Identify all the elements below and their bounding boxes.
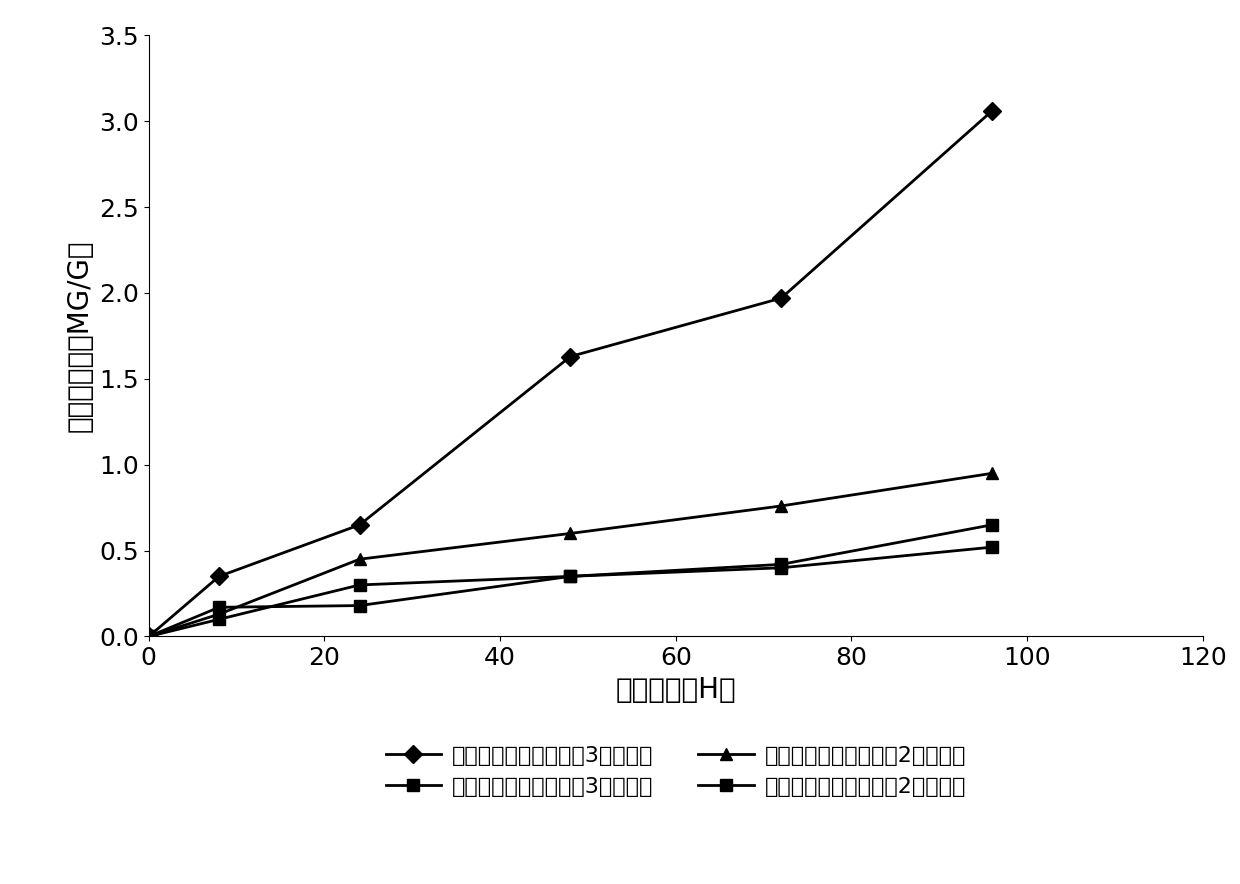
花瓣铝离子含量（配方2保鲜液） — [563, 528, 578, 538]
花瓣铝离子含量（配方2保鲜液） — [985, 468, 999, 478]
Line: 花枝铝离子含量（配方2保鲜液）: 花枝铝离子含量（配方2保鲜液） — [143, 541, 998, 643]
Line: 花枝铝离子含量（配方3保鲜液）: 花枝铝离子含量（配方3保鲜液） — [143, 519, 998, 643]
Y-axis label: 铝离子含量（MG/G）: 铝离子含量（MG/G） — [66, 240, 94, 432]
花枝铝离子含量（配方2保鲜液） — [563, 571, 578, 582]
花瓣铝离子含量（配方3保鲜液） — [141, 631, 156, 642]
花瓣铝离子含量（配方3保鲜液） — [774, 293, 789, 303]
花瓣铝离子含量（配方3保鲜液） — [563, 351, 578, 362]
花枝铝离子含量（配方3保鲜液） — [774, 559, 789, 569]
花枝铝离子含量（配方3保鲜液） — [352, 600, 367, 611]
花枝铝离子含量（配方2保鲜液） — [985, 542, 999, 552]
花瓣铝离子含量（配方2保鲜液） — [352, 554, 367, 565]
Line: 花瓣铝离子含量（配方2保鲜液）: 花瓣铝离子含量（配方2保鲜液） — [143, 467, 998, 643]
花瓣铝离子含量（配方3保鲜液） — [352, 520, 367, 530]
花瓣铝离子含量（配方3保鲜液） — [212, 571, 227, 582]
花瓣铝离子含量（配方2保鲜液） — [212, 609, 227, 620]
花枝铝离子含量（配方3保鲜液） — [985, 520, 999, 530]
X-axis label: 处理时间（H）: 处理时间（H） — [615, 675, 737, 704]
花枝铝离子含量（配方2保鲜液） — [352, 580, 367, 591]
花枝铝离子含量（配方2保鲜液） — [212, 614, 227, 625]
花瓣铝离子含量（配方2保鲜液） — [141, 631, 156, 642]
花枝铝离子含量（配方3保鲜液） — [141, 631, 156, 642]
花瓣铝离子含量（配方2保鲜液） — [774, 500, 789, 511]
花枝铝离子含量（配方3保鲜液） — [563, 571, 578, 582]
花枝铝离子含量（配方3保鲜液） — [212, 602, 227, 613]
Line: 花瓣铝离子含量（配方3保鲜液）: 花瓣铝离子含量（配方3保鲜液） — [143, 104, 998, 643]
Legend: 花瓣铝离子含量（配方3保鲜液）, 花枝铝离子含量（配方3保鲜液）, 花瓣铝离子含量（配方2保鲜液）, 花枝铝离子含量（配方2保鲜液）: 花瓣铝离子含量（配方3保鲜液）, 花枝铝离子含量（配方3保鲜液）, 花瓣铝离子含… — [377, 737, 975, 805]
花枝铝离子含量（配方2保鲜液） — [141, 631, 156, 642]
花枝铝离子含量（配方2保鲜液） — [774, 562, 789, 573]
花瓣铝离子含量（配方3保鲜液） — [985, 105, 999, 116]
